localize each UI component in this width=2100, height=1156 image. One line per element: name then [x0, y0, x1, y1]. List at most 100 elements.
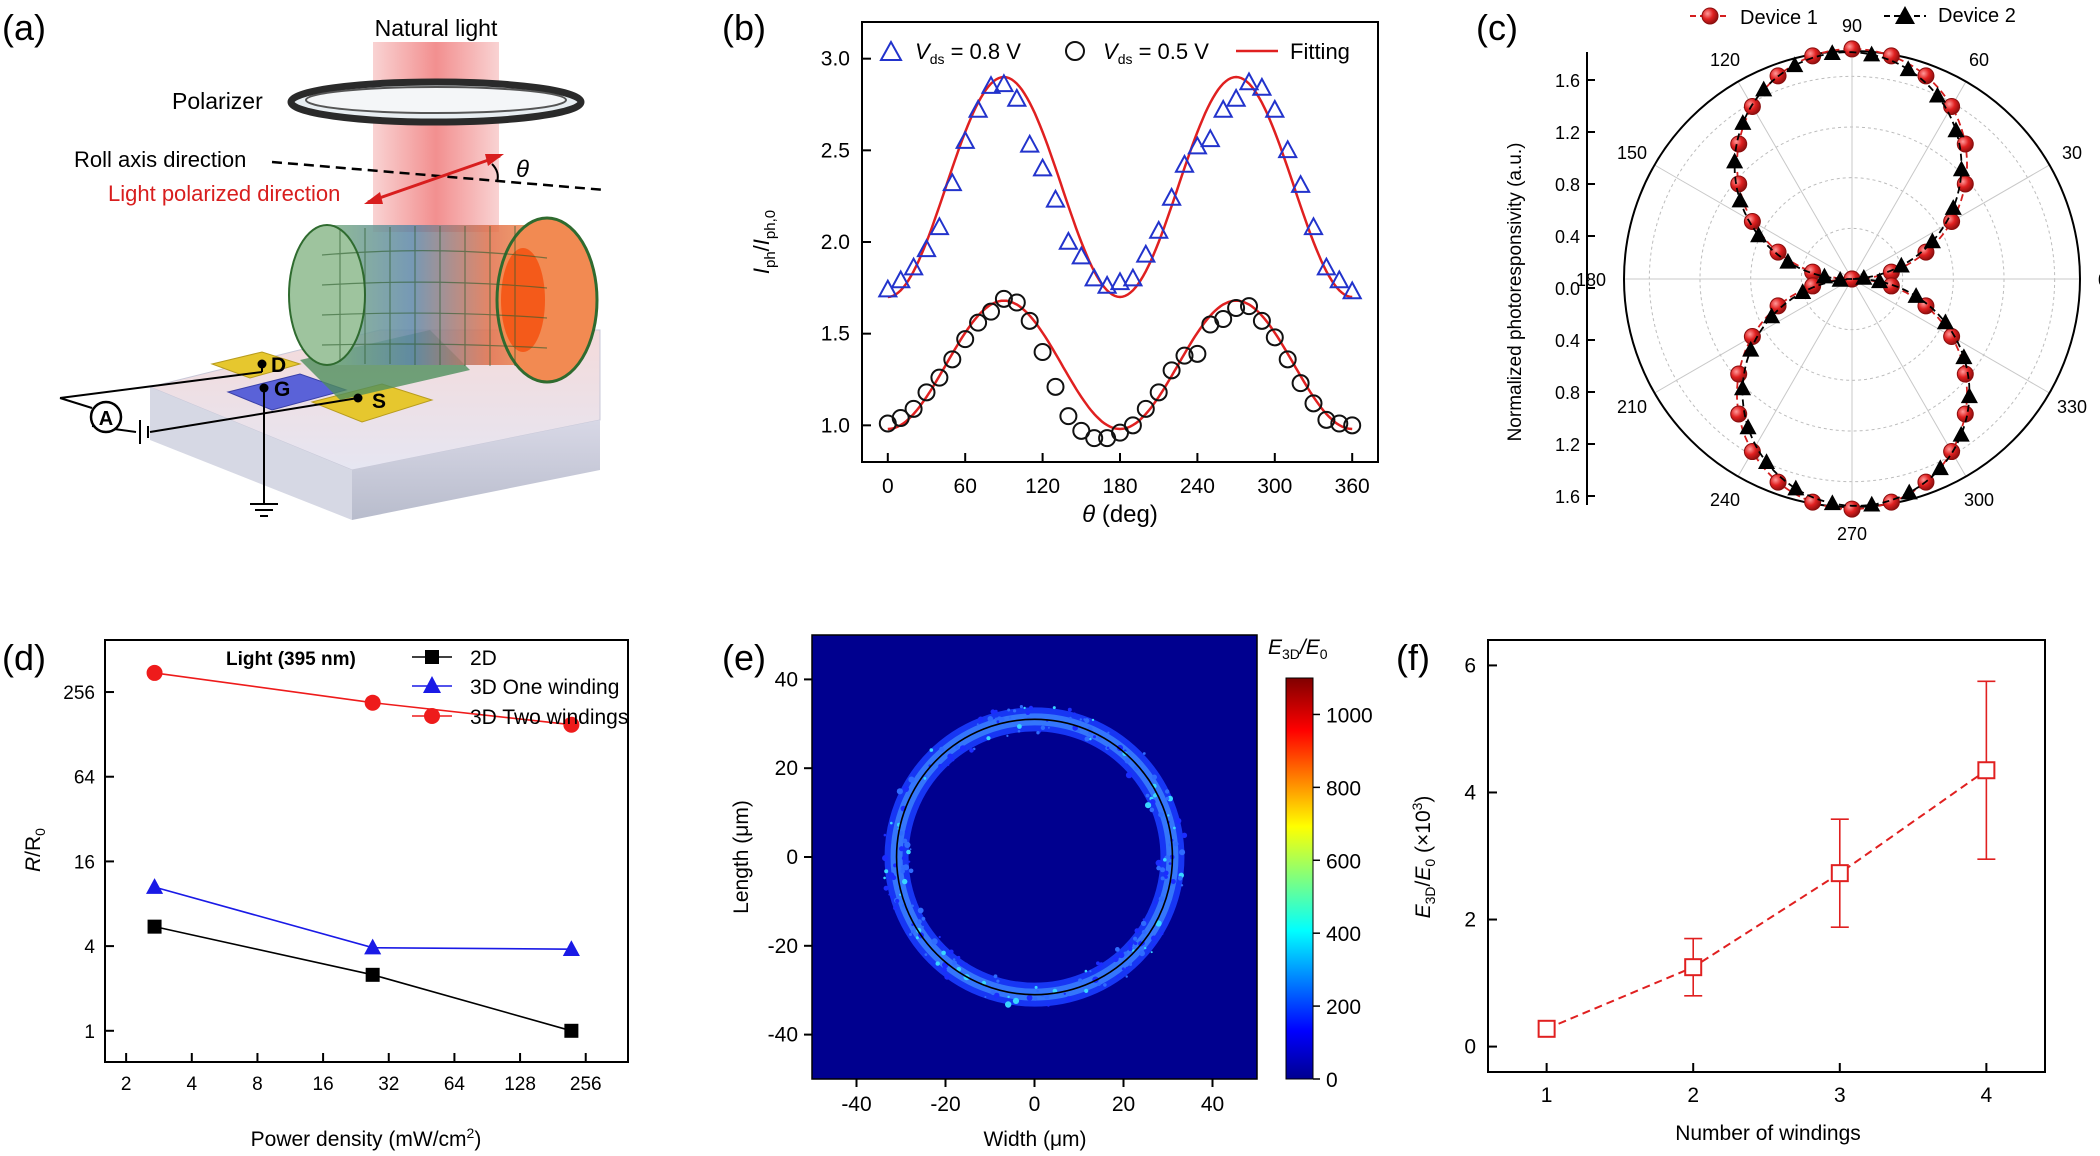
- panel-d-legend: 2D 3D One winding 3D Two windings: [412, 647, 628, 729]
- device2-point: [1952, 160, 1971, 177]
- y-tick-label: 0: [786, 846, 798, 869]
- field-speckle: [1151, 774, 1157, 780]
- tube-body: [322, 225, 547, 365]
- field-speckle: [1097, 982, 1101, 986]
- x-tick-label: 20: [1112, 1093, 1135, 1116]
- triangle-point: [1341, 280, 1363, 300]
- colorbar-tick-label: 400: [1326, 923, 1361, 946]
- y-tick-label: -40: [768, 1024, 798, 1047]
- circle-point: [1007, 293, 1026, 312]
- legend-two-windings-marker: [424, 708, 440, 724]
- field-speckle: [888, 841, 892, 845]
- circle-point: [1265, 328, 1284, 347]
- field-speckle: [917, 907, 924, 914]
- angle-tick-label: 30: [2062, 143, 2082, 163]
- angle-tick-label: 90: [1842, 16, 1862, 36]
- colorbar-tick-label: 0: [1326, 1069, 1338, 1092]
- triangle-point: [1045, 188, 1066, 208]
- circle-point: [146, 664, 163, 681]
- colorbar-tick-label: 1000: [1326, 704, 1373, 727]
- field-speckle: [1026, 994, 1033, 1001]
- angle-tick-label: 300: [1964, 490, 1994, 510]
- x-tick-label: 2: [121, 1074, 132, 1095]
- field-speckle: [1170, 879, 1176, 884]
- field-speckle: [1019, 705, 1024, 709]
- panel-f-xlabel: Number of windings: [1675, 1122, 1861, 1145]
- legend-one-winding-marker: [423, 676, 441, 693]
- panel-b-xlabel: θ (deg): [1082, 501, 1158, 528]
- field-speckle: [1155, 859, 1163, 867]
- field-speckle: [1047, 726, 1050, 729]
- field-speckle: [882, 855, 889, 862]
- theta-arc: [491, 163, 499, 183]
- device2-point: [1734, 114, 1752, 130]
- field-speckle: [1096, 965, 1101, 970]
- circle-point: [1227, 299, 1246, 317]
- field-speckle: [939, 746, 945, 752]
- field-speckle: [1078, 978, 1083, 983]
- drain-electrode: [210, 351, 302, 379]
- field-speckle: [1160, 876, 1165, 881]
- x-tick-label: 0: [882, 475, 894, 498]
- gate-label: G: [274, 378, 290, 401]
- polarizer-label: Polarizer: [172, 88, 263, 114]
- ammeter-symbol: [89, 400, 123, 434]
- field-speckle: [931, 938, 938, 945]
- panel-f-label: (f): [1396, 637, 1430, 678]
- panel-b-axes: 0 60 120 180 240 300 360 1.0 1.5 2.0 2.5 3.0: [821, 48, 1370, 498]
- triangle-point: [1174, 153, 1195, 173]
- triangle-point: [1303, 216, 1324, 236]
- x-tick-label: 32: [378, 1074, 399, 1095]
- panel-e-label: (e): [722, 637, 766, 678]
- triangle-point: [562, 940, 580, 956]
- x-tick-label: 16: [313, 1074, 334, 1095]
- field-speckle: [956, 955, 961, 960]
- device2-point: [1823, 494, 1841, 511]
- polarization-arrowhead-left: [364, 192, 383, 204]
- circle-point: [563, 716, 580, 733]
- panel-c-ticks: 1.6 1.2 0.8 0.4 0.0 0.4 0.8 1.2 1.6 0 30 60 90 120 150…: [1555, 16, 2100, 544]
- rolled-tube: [288, 216, 599, 384]
- panel-e-xlabel: Width (μm): [983, 1128, 1086, 1151]
- field-speckle: [1040, 725, 1046, 730]
- colorbar-tick-label: 200: [1326, 996, 1361, 1019]
- circle-point: [1136, 399, 1155, 418]
- field-speckle: [1164, 875, 1168, 879]
- ring-outline: [895, 718, 1174, 996]
- legend-device1-marker: [1701, 7, 1719, 25]
- y-tick-label: 4: [84, 937, 95, 958]
- triangle-point: [1135, 243, 1157, 263]
- circle-point: [1059, 407, 1078, 426]
- panel-c-grid: [1586, 50, 2081, 508]
- circle-point: [969, 313, 988, 332]
- panel-d-series: [146, 664, 580, 1038]
- circle-point: [943, 350, 962, 369]
- field-speckle: [1007, 708, 1011, 712]
- triangle-point: [1071, 245, 1092, 265]
- device2-point: [1731, 191, 1749, 208]
- device2-point: [1952, 425, 1970, 442]
- device2-point: [1786, 56, 1804, 73]
- field-speckle: [895, 898, 900, 904]
- field-speckle: [1142, 918, 1145, 921]
- triangle-point: [1148, 219, 1169, 239]
- radial-tick-label: 0.0: [1555, 279, 1580, 299]
- field-speckle: [1124, 758, 1131, 764]
- field-speckle: [952, 960, 957, 966]
- field-speckle: [1099, 962, 1104, 967]
- field-speckle: [1181, 832, 1188, 838]
- square-point: [1684, 958, 1703, 977]
- device1-point: [1804, 493, 1822, 511]
- panel-c-series: [1726, 40, 1978, 518]
- field-speckle: [911, 930, 915, 934]
- field-speckle: [1160, 932, 1164, 936]
- field-speckle: [896, 788, 904, 795]
- field-speckle: [1063, 992, 1067, 995]
- device1-point: [1943, 97, 1961, 115]
- field-speckle: [883, 833, 887, 837]
- panel-d-frame: [104, 639, 629, 1063]
- substrate-side: [352, 420, 600, 520]
- field-speckle: [1103, 983, 1107, 987]
- panel-e-frame: [811, 634, 1258, 1080]
- field-speckle: [949, 949, 954, 955]
